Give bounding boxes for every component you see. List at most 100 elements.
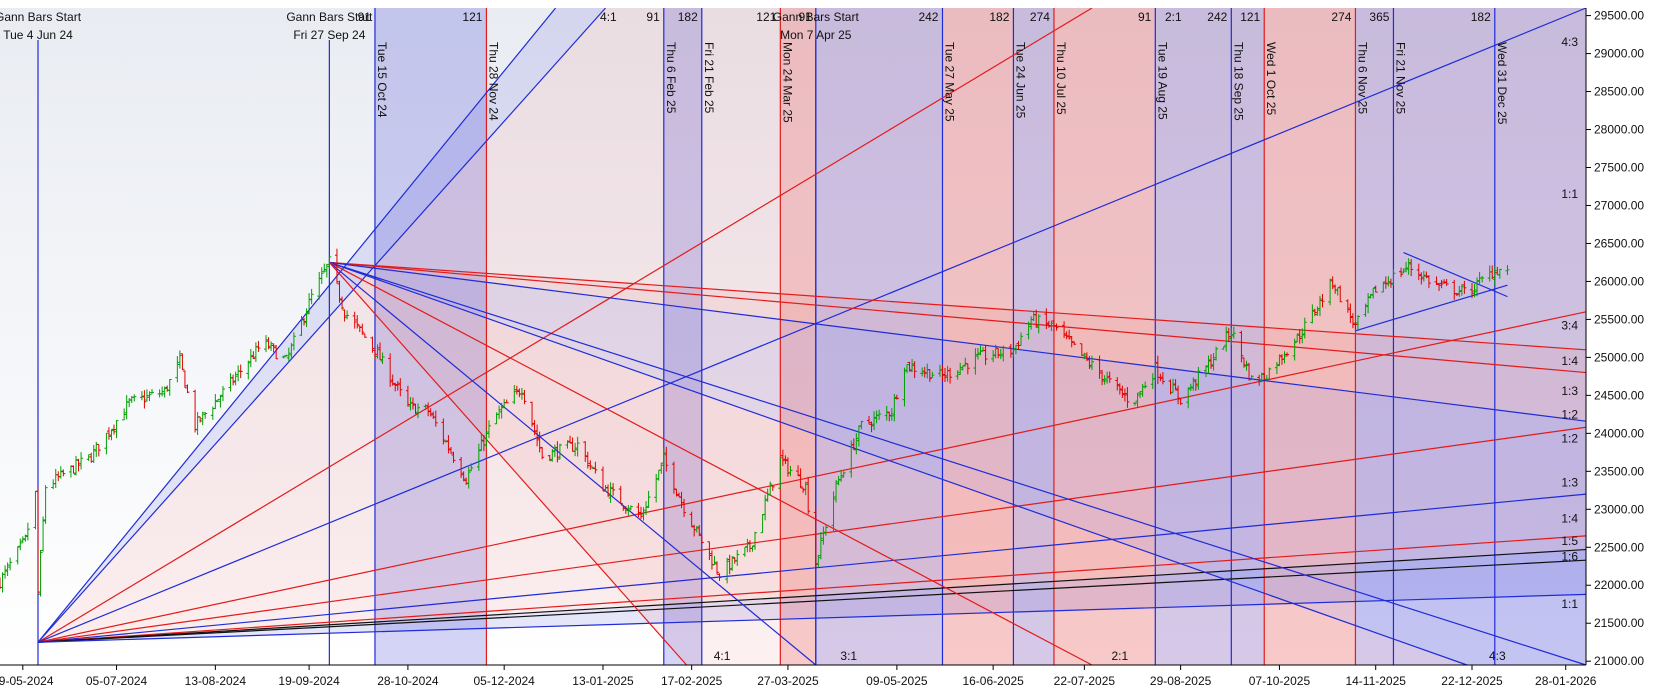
- bar-count-label: 91: [358, 10, 372, 24]
- bar-count-label: 365: [1369, 10, 1389, 24]
- fan-ratio-label: 1:4: [1561, 511, 1578, 525]
- y-tick-label: 25500.00: [1594, 312, 1644, 326]
- fan-line: [37, 535, 1587, 643]
- gann-start-title: Gann Bars Start: [0, 10, 82, 24]
- y-tick-label: 22500.00: [1594, 540, 1644, 554]
- x-tick-label: 19-09-2024: [278, 674, 340, 688]
- bar-count-label: 2:1: [1165, 10, 1182, 24]
- fan-line: [329, 261, 1468, 666]
- fan-ratio-label: 3:4: [1561, 318, 1578, 332]
- channel-line: [1403, 252, 1508, 298]
- bar-count-label: 121: [462, 10, 482, 24]
- fan-wedge: [329, 262, 1586, 665]
- bar-count-label: 242: [1207, 10, 1227, 24]
- gann-start-date: Fri 27 Sep 24: [293, 28, 365, 42]
- fan-ratio-label: 4:3: [1561, 35, 1578, 49]
- fan-ratio-label: 1:1: [1561, 597, 1578, 611]
- bar-count-label: 91: [1138, 10, 1152, 24]
- x-tick-label: 17-02-2025: [661, 674, 723, 688]
- time-band: [1264, 8, 1356, 665]
- y-tick-label: 24000.00: [1594, 426, 1644, 440]
- x-tick-label: 27-03-2025: [757, 674, 819, 688]
- y-tick-label: 23000.00: [1594, 502, 1644, 516]
- fan-line: [328, 261, 817, 666]
- x-tick-label: 29-05-2024: [0, 674, 54, 688]
- time-line-label: Thu 6 Nov 25: [1355, 42, 1369, 114]
- fan-ratio-label: 4:1: [714, 649, 731, 663]
- time-line-label: Tue 27 May 25: [942, 42, 956, 122]
- fan-line: [328, 262, 688, 666]
- bar-count-label: 274: [1331, 10, 1351, 24]
- bar-count-label: 182: [989, 10, 1009, 24]
- x-tick-label: 13-01-2025: [572, 674, 634, 688]
- time-band: [780, 8, 816, 665]
- annotations: Tue 15 Oct 24 Thu 28 Nov 24 Thu 6 Feb 25 Fr…: [0, 10, 1578, 663]
- x-axis-panel: [0, 665, 1653, 697]
- time-line-label: Tue 19 Aug 25: [1155, 42, 1169, 120]
- plot-area-background: [0, 8, 1586, 665]
- gann-fan-lines: [37, 7, 1587, 666]
- bar-count-label: 242: [918, 10, 938, 24]
- fan-line: [37, 7, 1587, 643]
- fan-ratio-label: 1:3: [1561, 384, 1578, 398]
- x-tick-label: 28-10-2024: [377, 674, 439, 688]
- y-axis-panel: [1586, 0, 1653, 697]
- bar-count-label: 91: [646, 10, 660, 24]
- y-tick-label: 29500.00: [1594, 9, 1644, 23]
- bar-count-label: 182: [678, 10, 698, 24]
- fan-line: [37, 7, 1093, 643]
- fan-line: [37, 593, 1587, 643]
- fan-line: [37, 426, 1587, 643]
- y-tick-label: 29000.00: [1594, 47, 1644, 61]
- x-tick-label: 22-12-2025: [1441, 674, 1503, 688]
- time-band: [1231, 8, 1265, 665]
- time-line-label: Tue 24 Jun 25: [1013, 42, 1027, 119]
- y-tick-label: 28500.00: [1594, 85, 1644, 99]
- fan-ratio-label: 4:3: [1489, 649, 1506, 663]
- gann-start-title: Gann Bars Start: [773, 10, 860, 24]
- fan-line: [37, 7, 557, 643]
- bar-count-label: 274: [1030, 10, 1050, 24]
- x-tick-label: 14-11-2025: [1345, 674, 1406, 688]
- gann-start-date: Mon 7 Apr 25: [780, 28, 852, 42]
- fan-line: [329, 261, 1587, 666]
- fan-ratio-label: 1:5: [1561, 534, 1578, 548]
- fan-ratio-label: 1:4: [1561, 354, 1578, 368]
- fan-ratio-label: 1:6: [1561, 549, 1578, 563]
- y-tick-label: 22000.00: [1594, 578, 1644, 592]
- time-line-label: Thu 28 Nov 24: [486, 42, 500, 121]
- y-tick-label: 24500.00: [1594, 388, 1644, 402]
- fan-ratio-label: 1:3: [1561, 476, 1578, 490]
- bar-count-label: 4:1: [600, 10, 617, 24]
- gann-start-title: Gann Bars Start: [286, 10, 373, 24]
- x-tick-label: 13-08-2024: [185, 674, 247, 688]
- y-tick-label: 27000.00: [1594, 198, 1644, 212]
- x-tick-label: 22-07-2025: [1054, 674, 1116, 688]
- time-line-label: Fri 21 Nov 25: [1393, 42, 1407, 114]
- fan-line: [37, 548, 1587, 643]
- gann-start-date: Tue 4 Jun 24: [3, 28, 73, 42]
- bar-count-label: 121: [1240, 10, 1260, 24]
- time-line-label: Fri 21 Feb 25: [702, 42, 716, 114]
- x-tick-label: 29-08-2025: [1150, 674, 1212, 688]
- channel-line: [1355, 284, 1508, 332]
- bar-count-label: 91: [798, 10, 812, 24]
- x-tick-label: 05-12-2024: [473, 674, 535, 688]
- fan-line: [329, 261, 1587, 374]
- time-line-label: Tue 15 Oct 24: [375, 42, 389, 118]
- bar-count-label: 182: [1471, 10, 1491, 24]
- y-tick-label: 28000.00: [1594, 123, 1644, 137]
- fan-line: [37, 559, 1587, 643]
- fan-ratio-label: 1:2: [1561, 432, 1578, 446]
- time-band: [815, 8, 943, 665]
- time-line-label: Wed 1 Oct 25: [1264, 42, 1278, 115]
- y-tick-label: 26500.00: [1594, 236, 1644, 250]
- fan-line: [37, 493, 1587, 643]
- time-line-label: Thu 6 Feb 25: [664, 42, 678, 114]
- x-tick-label: 05-07-2024: [86, 674, 148, 688]
- y-tick-label: 25000.00: [1594, 350, 1644, 364]
- fan-line: [329, 261, 1587, 422]
